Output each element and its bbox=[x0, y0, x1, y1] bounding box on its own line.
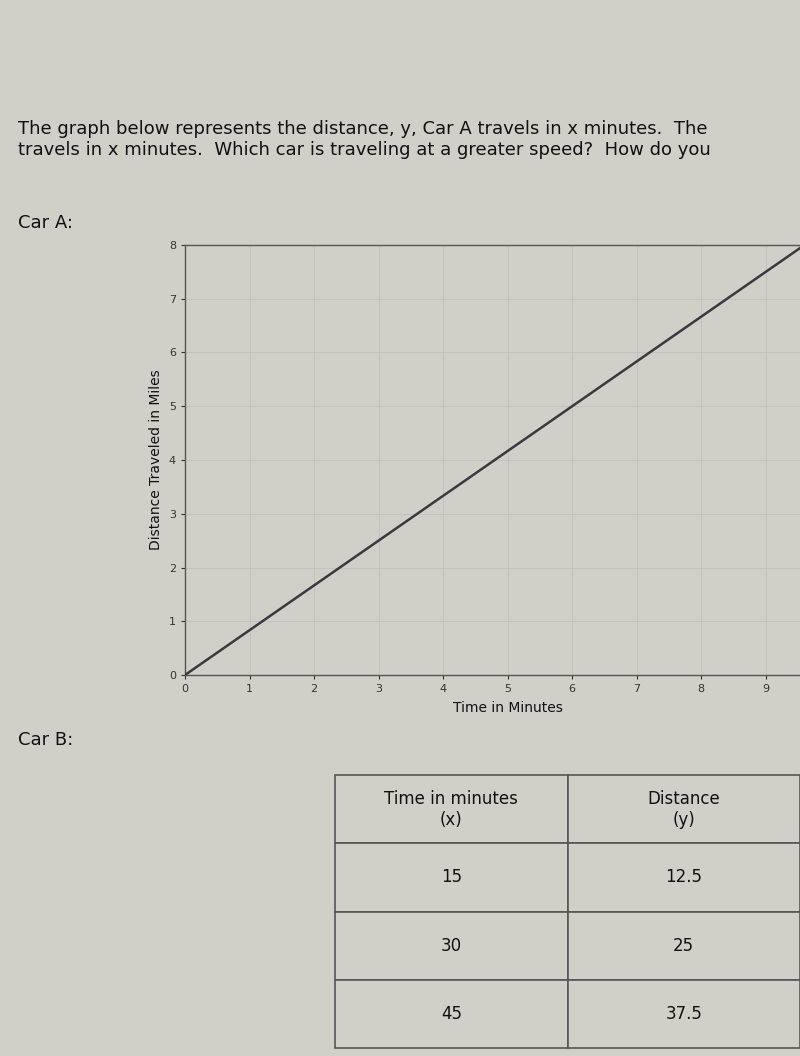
Text: Car B:: Car B: bbox=[18, 731, 74, 749]
Text: The graph below represents the distance, y, Car A travels in x minutes.  The
tra: The graph below represents the distance,… bbox=[18, 120, 710, 158]
Text: Car A:: Car A: bbox=[18, 213, 73, 231]
Y-axis label: Distance Traveled in Miles: Distance Traveled in Miles bbox=[150, 370, 163, 550]
X-axis label: Time in Minutes: Time in Minutes bbox=[453, 701, 562, 715]
